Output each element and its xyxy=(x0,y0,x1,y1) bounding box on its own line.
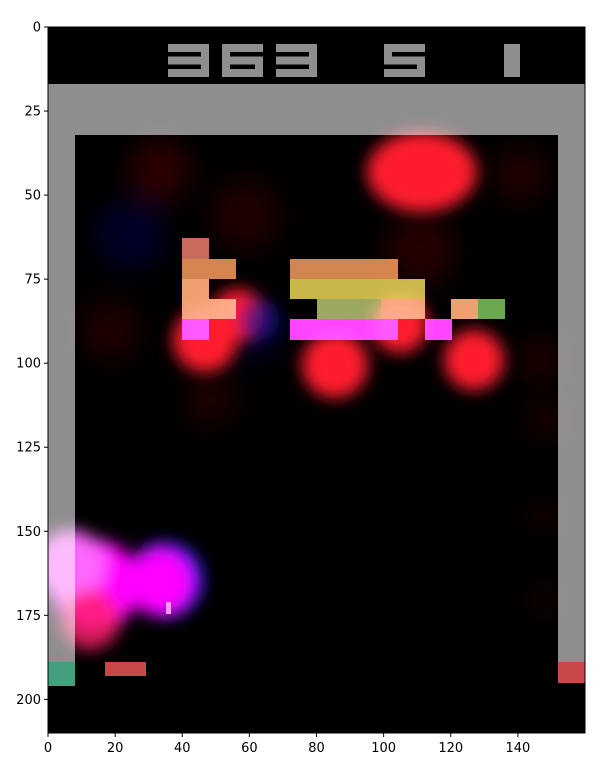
digit-segment xyxy=(384,56,425,65)
digit-segment xyxy=(255,60,263,77)
y-tick-label: 125 xyxy=(16,441,41,456)
digit-segment xyxy=(384,44,425,52)
brick xyxy=(290,259,398,279)
hud xyxy=(168,44,520,77)
digit-segment xyxy=(309,44,317,61)
brick xyxy=(290,319,398,340)
lives-display xyxy=(384,44,425,77)
level-digit xyxy=(504,44,520,77)
left-side-marker xyxy=(48,662,75,686)
right-side-marker xyxy=(558,662,585,683)
digit-segment xyxy=(201,44,209,61)
game-screen xyxy=(35,27,585,733)
digit-segment xyxy=(417,60,425,77)
top-wall xyxy=(48,84,585,135)
y-tick-label: 0 xyxy=(33,21,41,36)
digit-segment xyxy=(276,69,317,77)
brick xyxy=(290,279,425,299)
digit-segment xyxy=(222,69,263,77)
axes: 0 20 40 60 80 100 120 140 0 25 50 75 100 125 150 175 20… xyxy=(16,21,586,756)
level-display xyxy=(504,44,520,77)
digit-segment xyxy=(168,44,209,52)
paddle xyxy=(105,662,146,676)
x-tick-label: 60 xyxy=(241,741,258,756)
digit-segment xyxy=(222,60,230,77)
score-display xyxy=(168,44,317,77)
walls xyxy=(48,84,585,733)
x-tick-label: 120 xyxy=(438,741,463,756)
brick xyxy=(182,279,209,299)
y-tick-label: 50 xyxy=(24,189,41,204)
digit-segment xyxy=(384,69,425,77)
y-tick-label: 75 xyxy=(24,273,41,288)
y-tick-label: 150 xyxy=(16,525,41,540)
brick xyxy=(451,299,478,319)
brick xyxy=(182,238,209,260)
x-tick-label: 140 xyxy=(505,741,530,756)
digit-segment xyxy=(168,56,209,65)
y-tick-label: 200 xyxy=(16,693,41,708)
x-tick-label: 20 xyxy=(107,741,124,756)
digit-segment xyxy=(222,44,263,52)
right-wall xyxy=(558,84,585,662)
x-tick-label: 100 xyxy=(371,741,396,756)
saliency-overlay xyxy=(35,132,563,650)
x-tick-label: 0 xyxy=(44,741,52,756)
digit-segment xyxy=(276,56,317,65)
digit-segment xyxy=(276,44,317,52)
digit-segment xyxy=(222,44,230,61)
x-axis: 0 20 40 60 80 100 120 140 xyxy=(44,733,530,756)
brick xyxy=(317,299,381,319)
digit-segment xyxy=(168,69,209,77)
y-tick-label: 100 xyxy=(16,357,41,372)
digit-segment xyxy=(222,56,263,65)
brick xyxy=(478,299,505,319)
y-tick-label: 25 xyxy=(24,105,41,120)
digit-segment xyxy=(309,60,317,77)
digit-segment xyxy=(201,60,209,77)
x-tick-label: 40 xyxy=(174,741,191,756)
brick xyxy=(425,319,452,340)
x-tick-label: 80 xyxy=(308,741,325,756)
y-axis: 0 25 50 75 100 125 150 175 200 xyxy=(16,21,48,708)
ball xyxy=(166,602,171,614)
y-tick-label: 175 xyxy=(16,609,41,624)
brick xyxy=(182,259,236,279)
digit-segment xyxy=(384,44,392,61)
